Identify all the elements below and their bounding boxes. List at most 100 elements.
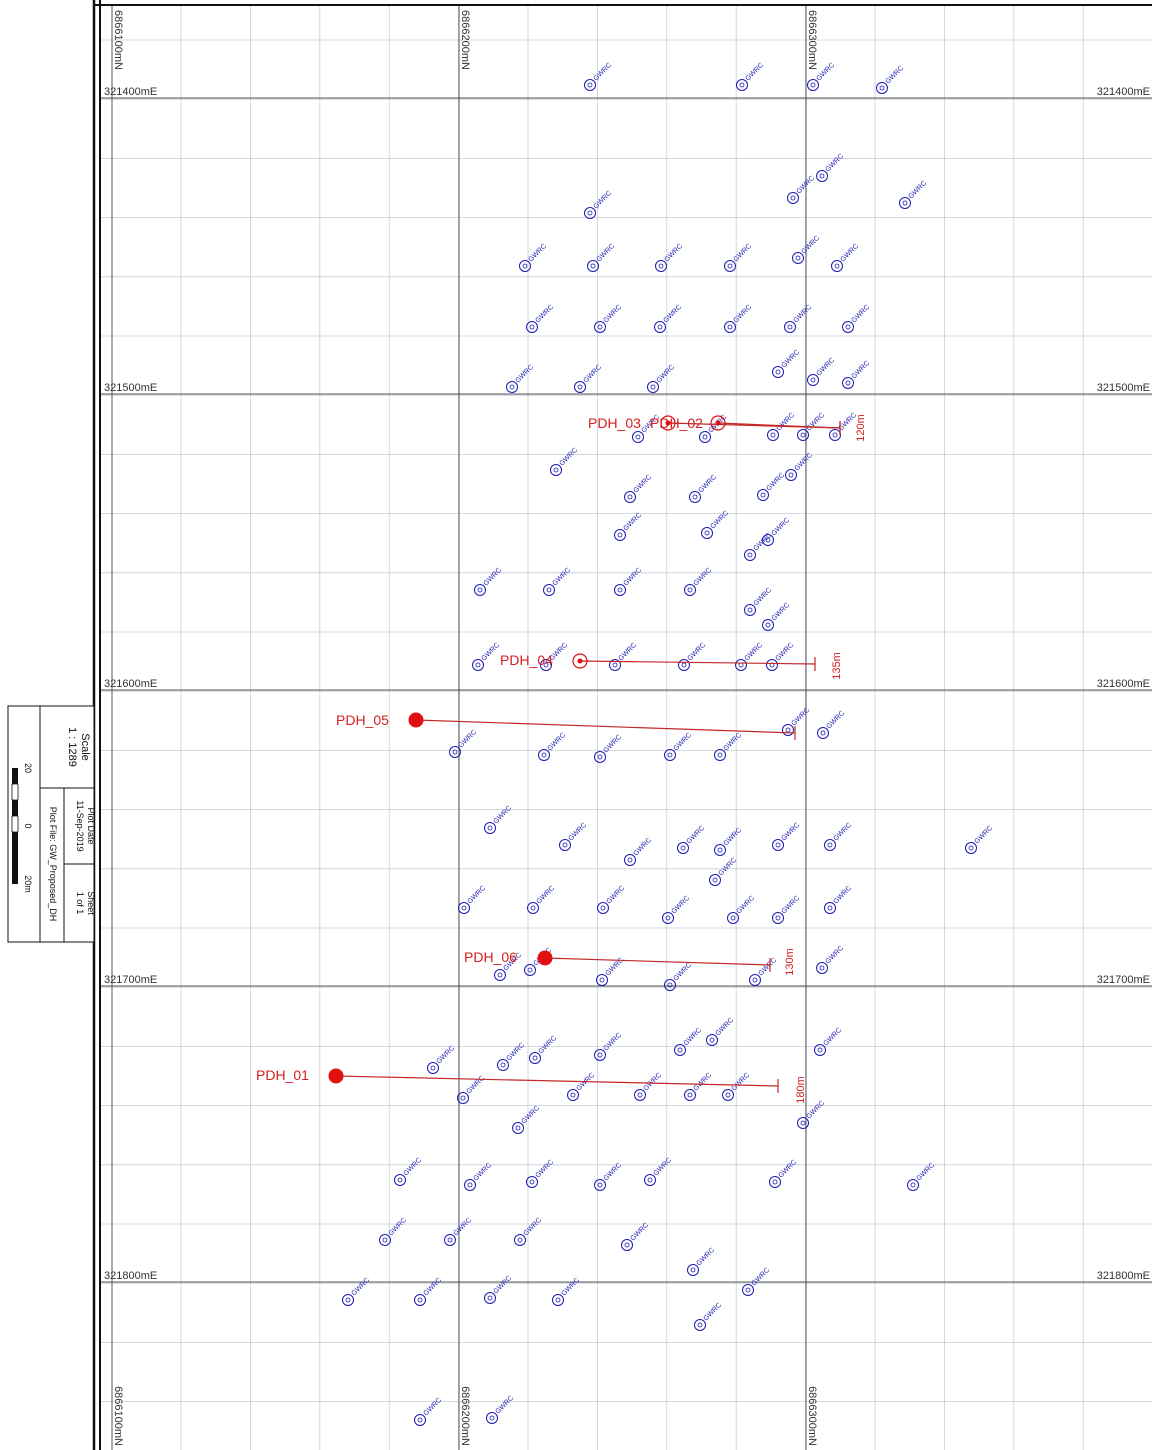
- existing-hole-collar: [515, 1125, 521, 1131]
- existing-hole-marker: [772, 839, 784, 851]
- existing-hole-collar: [717, 847, 723, 853]
- existing-hole-marker: [497, 1059, 509, 1071]
- existing-hole-label: GWRC: [537, 1035, 558, 1056]
- existing-hole-collar: [509, 384, 515, 390]
- scale-bar: [11, 768, 19, 884]
- existing-hole-collar: [739, 82, 745, 88]
- existing-hole-label: GWRC: [582, 364, 603, 385]
- existing-hole-collar: [820, 730, 826, 736]
- existing-hole-label: GWRC: [714, 1017, 735, 1038]
- existing-hole: GWRC: [609, 642, 638, 671]
- existing-hole-label: GWRC: [973, 825, 994, 846]
- existing-hole-label: GWRC: [672, 732, 693, 753]
- northing-label-bottom: 6866200mN: [459, 1386, 471, 1446]
- existing-hole: GWRC: [624, 474, 653, 503]
- existing-hole-marker: [674, 1044, 686, 1056]
- existing-hole-collar: [617, 532, 623, 538]
- existing-hole-marker: [714, 749, 726, 761]
- existing-hole: GWRC: [824, 822, 853, 851]
- existing-hole: GWRC: [769, 1159, 798, 1188]
- existing-hole-collar: [785, 727, 791, 733]
- existing-hole-marker: [472, 659, 484, 671]
- existing-hole: GWRC: [714, 732, 743, 761]
- existing-hole-label: GWRC: [750, 1267, 771, 1288]
- existing-hole-marker: [614, 529, 626, 541]
- existing-hole-collar: [497, 972, 503, 978]
- existing-hole-collar: [345, 1297, 351, 1303]
- existing-hole-collar: [467, 1182, 473, 1188]
- existing-hole-collar: [447, 1237, 453, 1243]
- existing-hole-label: GWRC: [780, 349, 801, 370]
- existing-hole: GWRC: [727, 895, 756, 924]
- existing-hole: GWRC: [842, 304, 871, 333]
- existing-hole: GWRC: [757, 472, 786, 501]
- existing-hole: GWRC: [464, 1162, 493, 1191]
- existing-hole: GWRC: [559, 822, 588, 851]
- existing-hole: GWRC: [766, 642, 795, 671]
- existing-hole: GWRC: [594, 734, 623, 763]
- existing-hole-collar: [461, 905, 467, 911]
- proposed-hole: PDH_04 135m: [500, 652, 843, 680]
- existing-hole-collar: [477, 587, 483, 593]
- existing-hole-marker: [444, 1234, 456, 1246]
- existing-hole-marker: [526, 1176, 538, 1188]
- existing-hole-collar: [667, 752, 673, 758]
- existing-hole: GWRC: [484, 1275, 513, 1304]
- existing-hole: GWRC: [687, 1247, 716, 1276]
- existing-hole-collar: [487, 1295, 493, 1301]
- existing-hole-label: GWRC: [735, 895, 756, 916]
- scale-label: Scale: [79, 733, 91, 761]
- existing-hole-marker: [512, 1122, 524, 1134]
- existing-hole-collar: [587, 82, 593, 88]
- existing-hole-collar: [543, 662, 549, 668]
- existing-hole-label: GWRC: [777, 1159, 798, 1180]
- existing-hole-marker: [687, 1264, 699, 1276]
- existing-hole-label: GWRC: [422, 1277, 443, 1298]
- existing-hole-label: GWRC: [780, 822, 801, 843]
- existing-hole-marker: [797, 429, 809, 441]
- proposed-hole-trace: [335, 1075, 779, 1087]
- existing-hole-collar: [681, 662, 687, 668]
- existing-hole-marker: [594, 1179, 606, 1191]
- existing-hole-label: GWRC: [792, 304, 813, 325]
- existing-hole-marker: [550, 464, 562, 476]
- proposed-hole-label: PDH_05: [336, 712, 389, 728]
- proposed-hole-collar: [328, 1068, 344, 1084]
- existing-hole-collar: [697, 1322, 703, 1328]
- existing-hole-marker: [609, 659, 621, 671]
- existing-hole-marker: [559, 839, 571, 851]
- existing-hole: GWRC: [458, 885, 487, 914]
- existing-hole-marker: [684, 584, 696, 596]
- existing-hole-label: GWRC: [752, 587, 773, 608]
- existing-hole-label: GWRC: [685, 825, 706, 846]
- proposed-hole-length: 120m: [855, 414, 867, 442]
- existing-hole-collar: [745, 1287, 751, 1293]
- existing-hole: GWRC: [772, 349, 801, 378]
- existing-hole-marker: [394, 1174, 406, 1186]
- existing-hole-label: GWRC: [622, 567, 643, 588]
- major-grid: [101, 6, 1152, 1450]
- existing-hole-label: GWRC: [527, 243, 548, 264]
- existing-hole-label: GWRC: [492, 805, 513, 826]
- existing-hole-collar: [657, 324, 663, 330]
- existing-hole-collar: [709, 1037, 715, 1043]
- existing-hole-marker: [594, 321, 606, 333]
- existing-hole-marker: [647, 381, 659, 393]
- existing-hole-collar: [712, 877, 718, 883]
- proposed-hole-label: PDH_06: [464, 949, 517, 965]
- easting-label-right: 321400mE: [1097, 86, 1150, 98]
- existing-hole-marker: [458, 902, 470, 914]
- existing-hole: GWRC: [785, 452, 814, 481]
- northing-label-top: 6866100mN: [112, 10, 124, 70]
- existing-hole-collar: [747, 607, 753, 613]
- proposed-hole-label: PDH_01: [256, 1067, 309, 1083]
- existing-hole-collar: [658, 263, 664, 269]
- existing-hole-label: GWRC: [494, 1395, 515, 1416]
- existing-hole-collar: [800, 432, 806, 438]
- existing-hole-label: GWRC: [592, 190, 613, 211]
- existing-hole-collar: [810, 377, 816, 383]
- existing-hole-collar: [530, 905, 536, 911]
- existing-hole-label: GWRC: [717, 857, 738, 878]
- existing-hole-collar: [968, 845, 974, 851]
